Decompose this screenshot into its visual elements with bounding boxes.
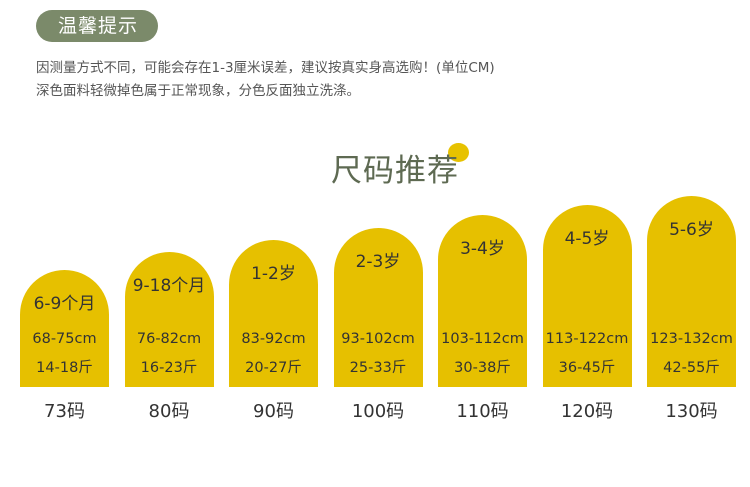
size-label: 110码	[456, 401, 509, 422]
weight-label: 30-38斤	[454, 360, 511, 376]
size-card	[438, 215, 527, 387]
age-label: 4-5岁	[564, 229, 610, 249]
size-label: 130码	[665, 401, 718, 422]
age-label: 1-2岁	[251, 264, 296, 284]
weight-label: 14-18斤	[36, 360, 93, 376]
age-label: 5-6岁	[669, 220, 714, 240]
age-label: 3-4岁	[460, 239, 505, 259]
decor-dot	[448, 143, 469, 162]
title: 尺码推荐	[331, 153, 459, 189]
height-label: 103-112cm	[441, 331, 524, 347]
weight-label: 20-27斤	[245, 360, 302, 376]
age-label: 2-3岁	[355, 252, 401, 272]
height-label: 83-92cm	[241, 331, 306, 347]
size-card	[542, 205, 632, 387]
size-label: 100码	[351, 401, 405, 422]
height-label: 123-132cm	[650, 331, 733, 347]
size-label: 90码	[253, 401, 294, 422]
size-card	[647, 196, 736, 387]
badge: 温馨提示	[36, 10, 158, 42]
note: 深色面料轻微掉色属于正常现象，分色反面独立洗涤。	[36, 83, 360, 99]
note: 因测量方式不同，可能会存在1-3厘米误差，建议按真实身高选购！(单位CM)	[36, 60, 495, 76]
height-label: 93-102cm	[341, 331, 415, 347]
weight-label: 25-33斤	[349, 360, 407, 376]
size-label: 73码	[44, 401, 85, 422]
size-card	[124, 252, 214, 387]
weight-label: 16-23斤	[140, 360, 198, 376]
weight-label: 42-55斤	[663, 360, 720, 376]
height-label: 68-75cm	[32, 331, 97, 347]
size-card	[20, 270, 109, 387]
height-label: 76-82cm	[136, 331, 202, 347]
size-card	[333, 228, 423, 387]
age-label: 9-18个月	[132, 276, 206, 296]
size-label: 120码	[560, 401, 614, 422]
height-label: 113-122cm	[545, 331, 629, 347]
size-card	[229, 240, 318, 387]
age-label: 6-9个月	[33, 294, 96, 314]
weight-label: 36-45斤	[558, 360, 616, 376]
size-label: 80码	[148, 401, 190, 422]
